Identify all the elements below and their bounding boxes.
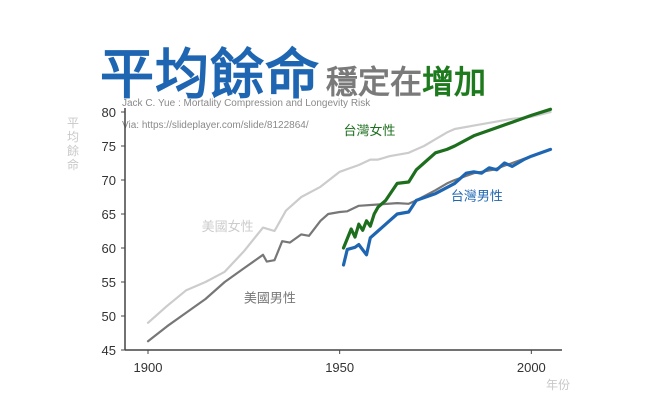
title-sub-accent: 增加 (422, 63, 487, 101)
y-tick-label: 55 (102, 275, 116, 290)
y-tick-label: 65 (102, 207, 116, 222)
y-tick-label: 60 (102, 241, 116, 256)
series-line (341, 107, 553, 250)
title-main: 平均餘命 (100, 43, 320, 106)
credit-author: Jack C. Yue : Mortality Compression and … (122, 98, 371, 109)
title-sub-prefix: 穩定在 (326, 63, 423, 101)
y-tick-label: 75 (102, 139, 116, 154)
x-tick-label: 1900 (134, 360, 163, 375)
x-tick-label: 2000 (517, 360, 546, 375)
series-line (341, 147, 553, 267)
y-tick-label: 80 (102, 105, 116, 120)
series-label: 美國男性 (244, 291, 296, 306)
series-line (146, 148, 552, 343)
series-label: 台灣女性 (344, 123, 396, 139)
series-label: 台灣男性 (451, 189, 503, 204)
y-tick-label: 45 (102, 343, 116, 358)
x-axis-label: 年份 (546, 378, 571, 392)
y-tick-label: 70 (102, 173, 116, 188)
page-title: 平均餘命 穩定在增加 (100, 30, 486, 109)
x-tick-label: 1950 (325, 360, 354, 375)
y-tick-label: 50 (102, 309, 116, 324)
title-sub: 穩定在增加 (326, 63, 486, 101)
y-axis-label: 平均餘命 (66, 116, 79, 172)
credit-source: Via: https://slideplayer.com/slide/81228… (122, 120, 309, 131)
series-line (146, 110, 552, 324)
series-label: 美國女性 (202, 219, 254, 235)
